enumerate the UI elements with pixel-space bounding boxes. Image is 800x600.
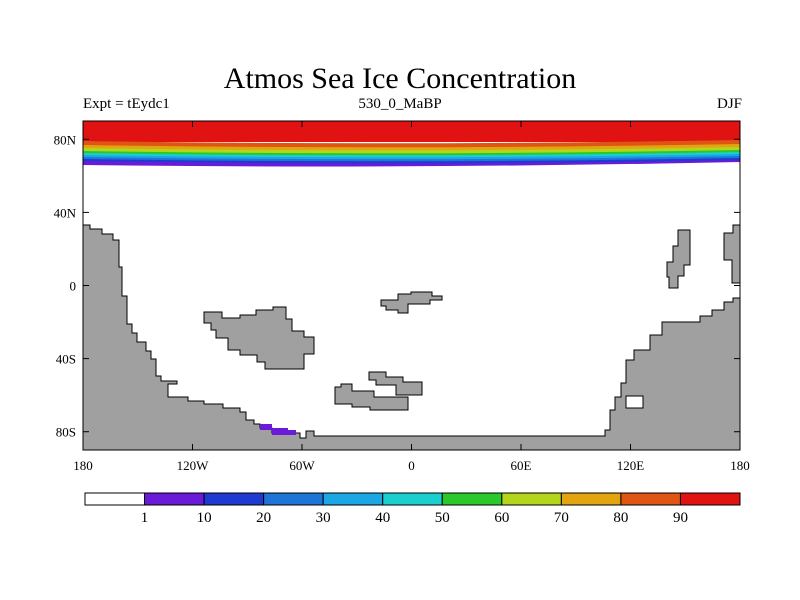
colorbar-label: 40 — [375, 510, 390, 526]
lat-tick-label: 80N — [54, 132, 77, 147]
colorbar-swatch — [322, 492, 384, 506]
lon-tick-label: 60W — [289, 458, 315, 473]
lon-tick-label: 180 — [73, 458, 93, 473]
season-label: DJF — [716, 96, 742, 112]
colorbar-swatch — [144, 492, 205, 506]
lon-tick-label: 0 — [408, 458, 415, 473]
lat-tick-label: 40N — [54, 205, 77, 220]
land-central-c — [368, 371, 423, 396]
land-central-b — [380, 291, 443, 314]
lon-tick-label: 120W — [177, 458, 210, 473]
colorbar-swatch — [501, 492, 562, 506]
latitude-axis: 80N 40N 0 40S 80S — [54, 132, 740, 440]
colorbar-label: 80 — [613, 510, 628, 526]
land-far-east-cap — [723, 224, 740, 284]
experiment-label: Expt = tEydc1 — [83, 96, 170, 112]
colorbar-swatch — [84, 492, 146, 506]
land-east-sliver — [666, 229, 691, 289]
colorbar-swatch — [620, 492, 681, 506]
colorbar-label: 30 — [316, 510, 331, 526]
ice-band-1 — [83, 160, 740, 167]
sea-ice-north — [83, 121, 740, 167]
colorbar-label: 70 — [554, 510, 569, 526]
lat-tick-label: 40S — [56, 352, 76, 367]
colorbar-label: 20 — [256, 510, 271, 526]
colorbar-swatch — [382, 492, 443, 506]
colorbar-label: 50 — [435, 510, 450, 526]
land-west — [83, 224, 740, 450]
colorbar-swatch — [679, 492, 741, 506]
land-east-notch — [625, 395, 644, 409]
lon-tick-label: 120E — [617, 458, 645, 473]
colorbar-label: 60 — [494, 510, 509, 526]
lon-tick-label: 180 — [730, 458, 750, 473]
colorbar-label: 90 — [673, 510, 688, 526]
land-central-a — [203, 306, 315, 370]
lat-tick-label: 0 — [70, 279, 77, 294]
ice-band-90 — [83, 121, 740, 142]
colorbar-label: 1 — [141, 510, 149, 526]
map-plot-area — [83, 121, 740, 450]
lon-tick-label: 60E — [511, 458, 532, 473]
lat-tick-label: 80S — [56, 425, 76, 440]
time-label: 530_0_MaBP — [358, 96, 442, 112]
map-title: Atmos Sea Ice Concentration — [223, 62, 577, 95]
sea-ice-south — [260, 424, 296, 435]
colorbar-swatch — [263, 492, 324, 506]
colorbar-swatch — [203, 492, 265, 506]
longitude-axis: 180 120W 60W 0 60E 120E 180 — [73, 121, 750, 473]
colorbar-swatch — [441, 492, 503, 506]
land-masses — [83, 224, 740, 450]
colorbar-label: 10 — [197, 510, 212, 526]
colorbar: 1 10 20 30 40 50 60 70 80 90 — [84, 492, 741, 526]
colorbar-swatch — [560, 492, 622, 506]
land-central-d — [334, 383, 409, 411]
ice-band-80 — [83, 140, 740, 149]
